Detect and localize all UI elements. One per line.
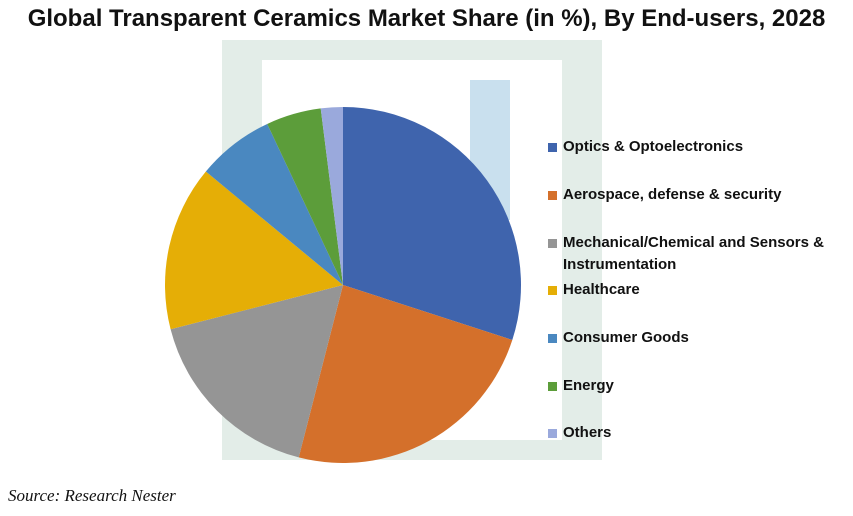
legend-label: Others [563, 424, 612, 441]
legend-label: Consumer Goods [563, 329, 689, 346]
legend-item: Energy [548, 375, 848, 397]
legend-label: Optics & Optoelectronics [563, 138, 744, 155]
pie-slice [165, 171, 343, 330]
legend-item: Consumer Goods [548, 327, 848, 349]
legend-item: Aerospace, defense & security [548, 184, 848, 206]
legend-label: Mechanical/Chemical and Sensors & Instru… [563, 234, 824, 273]
legend-swatch [548, 239, 557, 248]
source: Source: Research Nester [8, 486, 176, 505]
legend-item: Optics & Optoelectronics [548, 136, 848, 158]
chart-title: Global Transparent Ceramics Market Share… [27, 5, 826, 32]
legend-item: Others [548, 422, 848, 444]
legend-swatch [548, 334, 557, 343]
legend-swatch [548, 191, 557, 200]
pie-slice [170, 285, 343, 458]
legend-label: Energy [563, 377, 614, 394]
legend-swatch [548, 429, 557, 438]
pie-slice [298, 285, 513, 464]
legend-swatch [548, 382, 557, 391]
legend-item: Mechanical/Chemical and Sensors & Instru… [548, 232, 848, 276]
legend-swatch [548, 143, 557, 152]
pie-slice [343, 107, 522, 341]
pie-slice [205, 123, 343, 285]
pie-slice [267, 108, 343, 285]
legend-label: Aerospace, defense & security [563, 186, 782, 203]
pie-slice [320, 107, 343, 285]
legend-label: Healthcare [563, 281, 640, 298]
legend-swatch [548, 286, 557, 295]
legend-item: Healthcare [548, 279, 848, 301]
